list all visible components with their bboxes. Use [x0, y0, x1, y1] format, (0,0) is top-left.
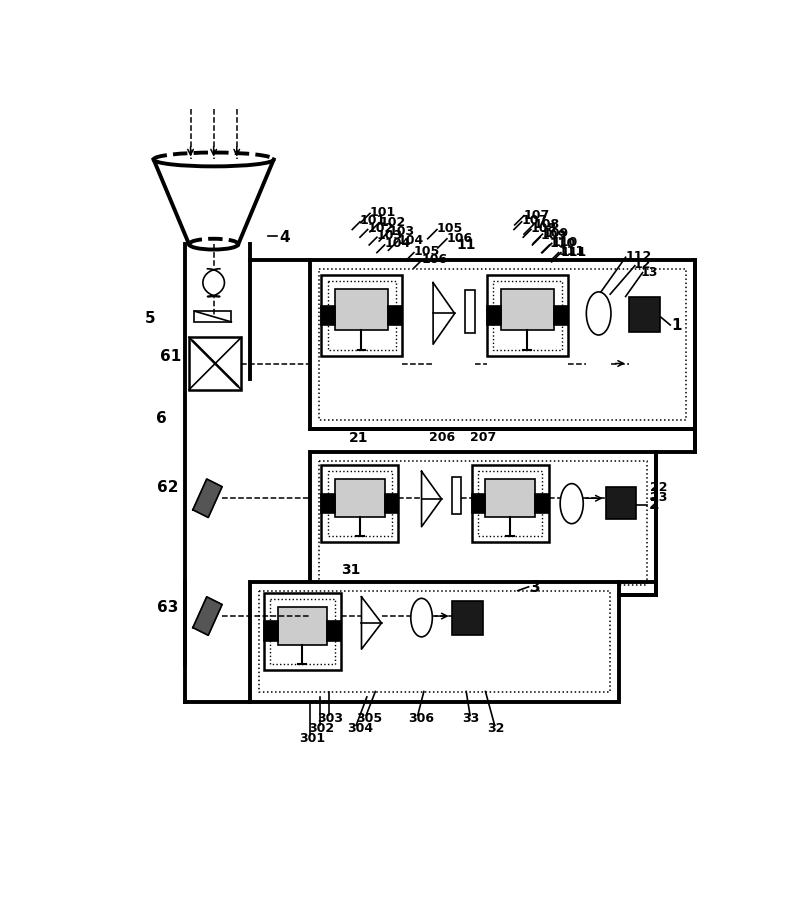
- Text: 101: 101: [360, 214, 386, 227]
- Text: 23: 23: [650, 491, 668, 504]
- Bar: [310, 260, 695, 429]
- Ellipse shape: [410, 598, 432, 637]
- Text: 106: 106: [447, 232, 473, 244]
- Bar: [319, 269, 686, 420]
- Text: 102: 102: [379, 215, 406, 228]
- Text: 105: 105: [414, 244, 440, 257]
- Text: 2: 2: [649, 496, 659, 512]
- Bar: [452, 601, 483, 635]
- Bar: [534, 494, 549, 514]
- Text: 32: 32: [487, 721, 504, 734]
- Ellipse shape: [560, 484, 583, 524]
- Bar: [310, 452, 656, 595]
- Bar: [327, 622, 341, 641]
- Bar: [264, 594, 341, 670]
- Bar: [389, 306, 402, 325]
- Polygon shape: [203, 269, 225, 297]
- Text: 4: 4: [279, 230, 290, 244]
- Bar: [322, 494, 335, 514]
- Bar: [328, 471, 392, 537]
- Text: 102: 102: [368, 221, 394, 234]
- Text: 110: 110: [550, 237, 576, 250]
- Text: 207: 207: [470, 431, 496, 444]
- Bar: [554, 306, 568, 325]
- Ellipse shape: [586, 292, 611, 335]
- Text: 103: 103: [389, 224, 414, 237]
- Bar: [451, 478, 461, 515]
- Text: 107: 107: [522, 214, 548, 227]
- Bar: [322, 466, 398, 542]
- Text: 61: 61: [160, 349, 181, 364]
- Text: 305: 305: [356, 711, 382, 724]
- Bar: [487, 276, 568, 357]
- Polygon shape: [193, 480, 222, 518]
- Bar: [606, 487, 636, 519]
- Text: 108: 108: [531, 221, 557, 234]
- Text: 112: 112: [626, 250, 652, 263]
- Bar: [264, 622, 278, 641]
- Polygon shape: [193, 597, 222, 636]
- Text: 6: 6: [156, 411, 166, 425]
- Bar: [466, 291, 475, 334]
- Text: 106: 106: [422, 252, 448, 266]
- Text: 301: 301: [299, 732, 326, 744]
- Bar: [472, 466, 549, 542]
- Polygon shape: [433, 283, 454, 345]
- Bar: [319, 461, 647, 585]
- Text: 111: 111: [561, 245, 587, 258]
- Bar: [322, 276, 402, 357]
- Text: 31: 31: [341, 562, 360, 576]
- Text: 104: 104: [398, 233, 424, 247]
- Text: 103: 103: [377, 229, 403, 242]
- Bar: [630, 298, 660, 333]
- Bar: [385, 494, 398, 514]
- Text: 101: 101: [370, 206, 396, 219]
- Text: 303: 303: [318, 711, 344, 724]
- Text: 304: 304: [347, 721, 373, 734]
- Text: 3: 3: [530, 580, 541, 595]
- Polygon shape: [422, 471, 442, 528]
- Polygon shape: [362, 597, 382, 650]
- Bar: [278, 607, 327, 645]
- Bar: [486, 480, 534, 517]
- Bar: [335, 289, 389, 331]
- Text: 111: 111: [558, 244, 585, 257]
- Bar: [270, 599, 334, 664]
- Text: 5: 5: [144, 311, 155, 325]
- Bar: [189, 338, 242, 391]
- Bar: [322, 306, 335, 325]
- Text: 306: 306: [409, 711, 434, 724]
- Text: 63: 63: [158, 599, 179, 614]
- Text: 108: 108: [534, 218, 559, 231]
- Bar: [501, 289, 554, 331]
- Bar: [250, 583, 619, 702]
- Text: 109: 109: [540, 229, 566, 242]
- Text: 33: 33: [462, 711, 480, 724]
- Bar: [259, 592, 610, 693]
- Text: 206: 206: [430, 431, 455, 444]
- Text: 21: 21: [349, 430, 368, 444]
- Text: 109: 109: [542, 227, 569, 240]
- Bar: [335, 480, 385, 517]
- Text: 110: 110: [552, 236, 578, 249]
- Bar: [493, 282, 562, 350]
- Text: 22: 22: [650, 481, 668, 494]
- Text: 1: 1: [672, 318, 682, 333]
- Text: 104: 104: [385, 237, 411, 250]
- Bar: [194, 312, 231, 323]
- Text: 13: 13: [641, 266, 658, 278]
- Text: 12: 12: [634, 257, 651, 270]
- Text: 62: 62: [158, 480, 179, 494]
- Text: 105: 105: [437, 222, 463, 235]
- Bar: [472, 494, 486, 514]
- Bar: [478, 471, 542, 537]
- Text: 302: 302: [308, 721, 334, 734]
- Text: 11: 11: [456, 238, 476, 252]
- Text: 107: 107: [524, 209, 550, 221]
- Bar: [487, 306, 501, 325]
- Bar: [328, 282, 396, 350]
